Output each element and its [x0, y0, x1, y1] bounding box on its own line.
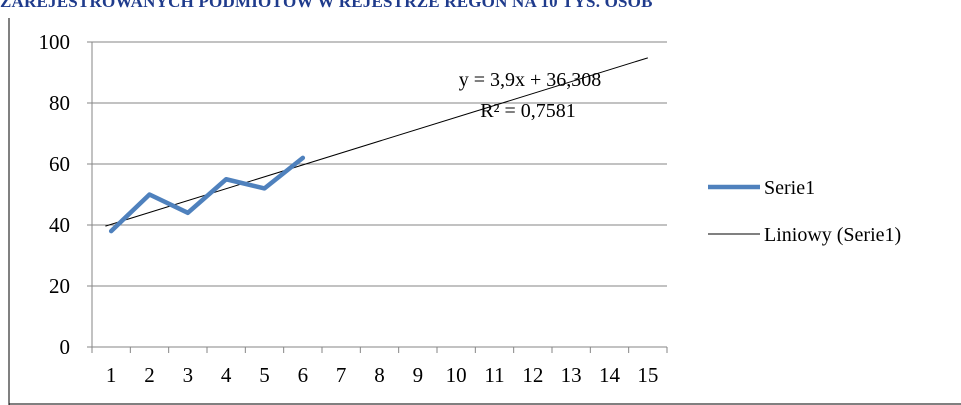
x-tick-label: 12: [522, 363, 543, 387]
y-tick-label: 100: [39, 30, 71, 54]
y-tick-label: 0: [60, 335, 71, 359]
y-tick-label: 60: [49, 152, 70, 176]
x-tick-label: 3: [183, 363, 194, 387]
x-tick-label: 13: [561, 363, 582, 387]
x-tick-label: 11: [484, 363, 504, 387]
legend-label-trend: Liniowy (Serie1): [764, 224, 901, 246]
grid-layer: [92, 41, 667, 287]
x-tick-label: 8: [374, 363, 385, 387]
trend-equation-label: y = 3,9x + 36,308: [459, 69, 602, 91]
x-tick-label: 14: [599, 363, 621, 387]
x-tick-label: 9: [413, 363, 424, 387]
series-layer: [108, 155, 306, 234]
y-tick-label: 40: [49, 213, 70, 237]
legend-layer: Serie1 Liniowy (Serie1): [708, 177, 901, 246]
x-tick-label: 6: [298, 363, 309, 387]
legend-label-serie1: Serie1: [764, 177, 815, 199]
series-line: [108, 155, 306, 234]
trend-r2-label: R² = 0,7581: [480, 100, 576, 122]
y-tick-label: 20: [49, 274, 70, 298]
trendline: [105, 57, 648, 227]
x-tick-label: 15: [637, 363, 658, 387]
x-tick-label: 4: [221, 363, 232, 387]
chart-title: ZAREJESTROWANYCH PODMIOTÓW W REJESTRZE R…: [0, 0, 653, 11]
x-tick-label: 5: [259, 363, 270, 387]
x-tick-label: 1: [106, 363, 117, 387]
x-tick-label: 10: [446, 363, 467, 387]
x-tick-label: 7: [336, 363, 347, 387]
trend-layer: [105, 57, 648, 227]
x-tick-label: 2: [144, 363, 155, 387]
y-tick-label: 80: [49, 91, 70, 115]
axis-layer: [8, 18, 961, 405]
